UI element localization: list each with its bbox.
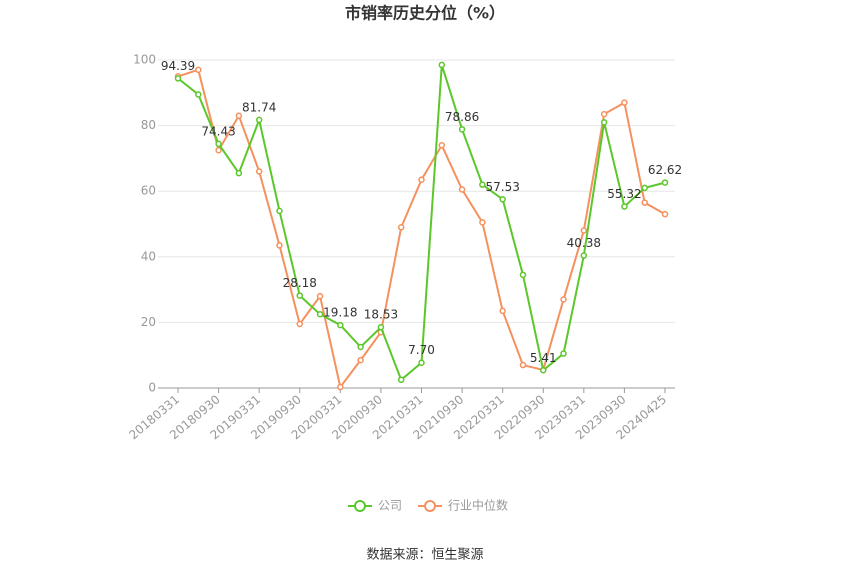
- data-label: 81.74: [242, 100, 276, 114]
- point: [540, 367, 547, 374]
- point: [499, 196, 506, 203]
- point: [397, 224, 405, 231]
- y-tick-label: 20: [141, 315, 156, 329]
- source: 数据来源：恒生聚源: [366, 548, 483, 563]
- point: [418, 359, 425, 366]
- point: [418, 176, 425, 183]
- point: [397, 376, 405, 384]
- point: [580, 227, 588, 234]
- data-label: 7.70: [408, 343, 435, 357]
- point: [316, 292, 324, 300]
- legend-label: 公司: [378, 499, 402, 513]
- point: [377, 323, 385, 331]
- point: [174, 75, 182, 82]
- legend-label: 行业中位数: [448, 498, 508, 513]
- point: [235, 169, 243, 177]
- data-label: 5.41: [530, 351, 557, 365]
- point: [661, 210, 669, 218]
- point: [560, 296, 567, 303]
- point: [255, 116, 263, 124]
- point: [438, 142, 446, 149]
- point: [195, 66, 202, 74]
- point: [621, 99, 628, 106]
- y-tick-label: 60: [141, 184, 156, 198]
- point: [641, 199, 648, 206]
- point: [600, 119, 608, 126]
- legend-marker: [354, 500, 366, 512]
- point: [519, 271, 527, 279]
- point: [357, 343, 364, 351]
- data-label: 28.18: [283, 276, 317, 290]
- point: [255, 168, 263, 175]
- point: [316, 310, 324, 318]
- data-label: 19.18: [323, 306, 357, 320]
- point: [519, 361, 527, 369]
- data-label: 40.38: [567, 236, 601, 250]
- point: [458, 126, 466, 133]
- point: [621, 203, 628, 210]
- point: [337, 321, 344, 329]
- data-label: 74.43: [201, 124, 235, 138]
- y-tick-label: 80: [141, 118, 156, 132]
- point: [499, 307, 506, 315]
- point: [560, 350, 567, 357]
- legend-marker: [424, 500, 437, 512]
- point: [276, 242, 283, 249]
- data-label: 78.86: [445, 110, 479, 124]
- point: [337, 383, 344, 391]
- point: [276, 207, 283, 215]
- point: [215, 146, 222, 154]
- point: [215, 140, 222, 148]
- data-label: 18.53: [364, 308, 398, 322]
- data-label: 55.32: [607, 187, 641, 201]
- y-tick-label: 40: [141, 249, 156, 263]
- point: [641, 184, 648, 192]
- y-tick-label: 100: [133, 53, 156, 67]
- point: [195, 91, 202, 98]
- point: [600, 110, 608, 118]
- point: [296, 320, 303, 328]
- point: [479, 219, 486, 226]
- data-label: 57.53: [485, 180, 519, 194]
- point: [661, 179, 669, 186]
- data-label: 62.62: [648, 163, 682, 177]
- point: [296, 292, 303, 299]
- data-label: 94.39: [161, 59, 195, 73]
- point: [235, 112, 243, 120]
- series-line: [177, 68, 666, 390]
- y-tick-label: 0: [148, 381, 156, 395]
- point: [580, 252, 588, 259]
- point: [479, 181, 486, 188]
- chart-title: 市销率历史分位（%）: [345, 4, 505, 23]
- point: [357, 356, 364, 364]
- point: [458, 186, 466, 193]
- point: [438, 61, 446, 69]
